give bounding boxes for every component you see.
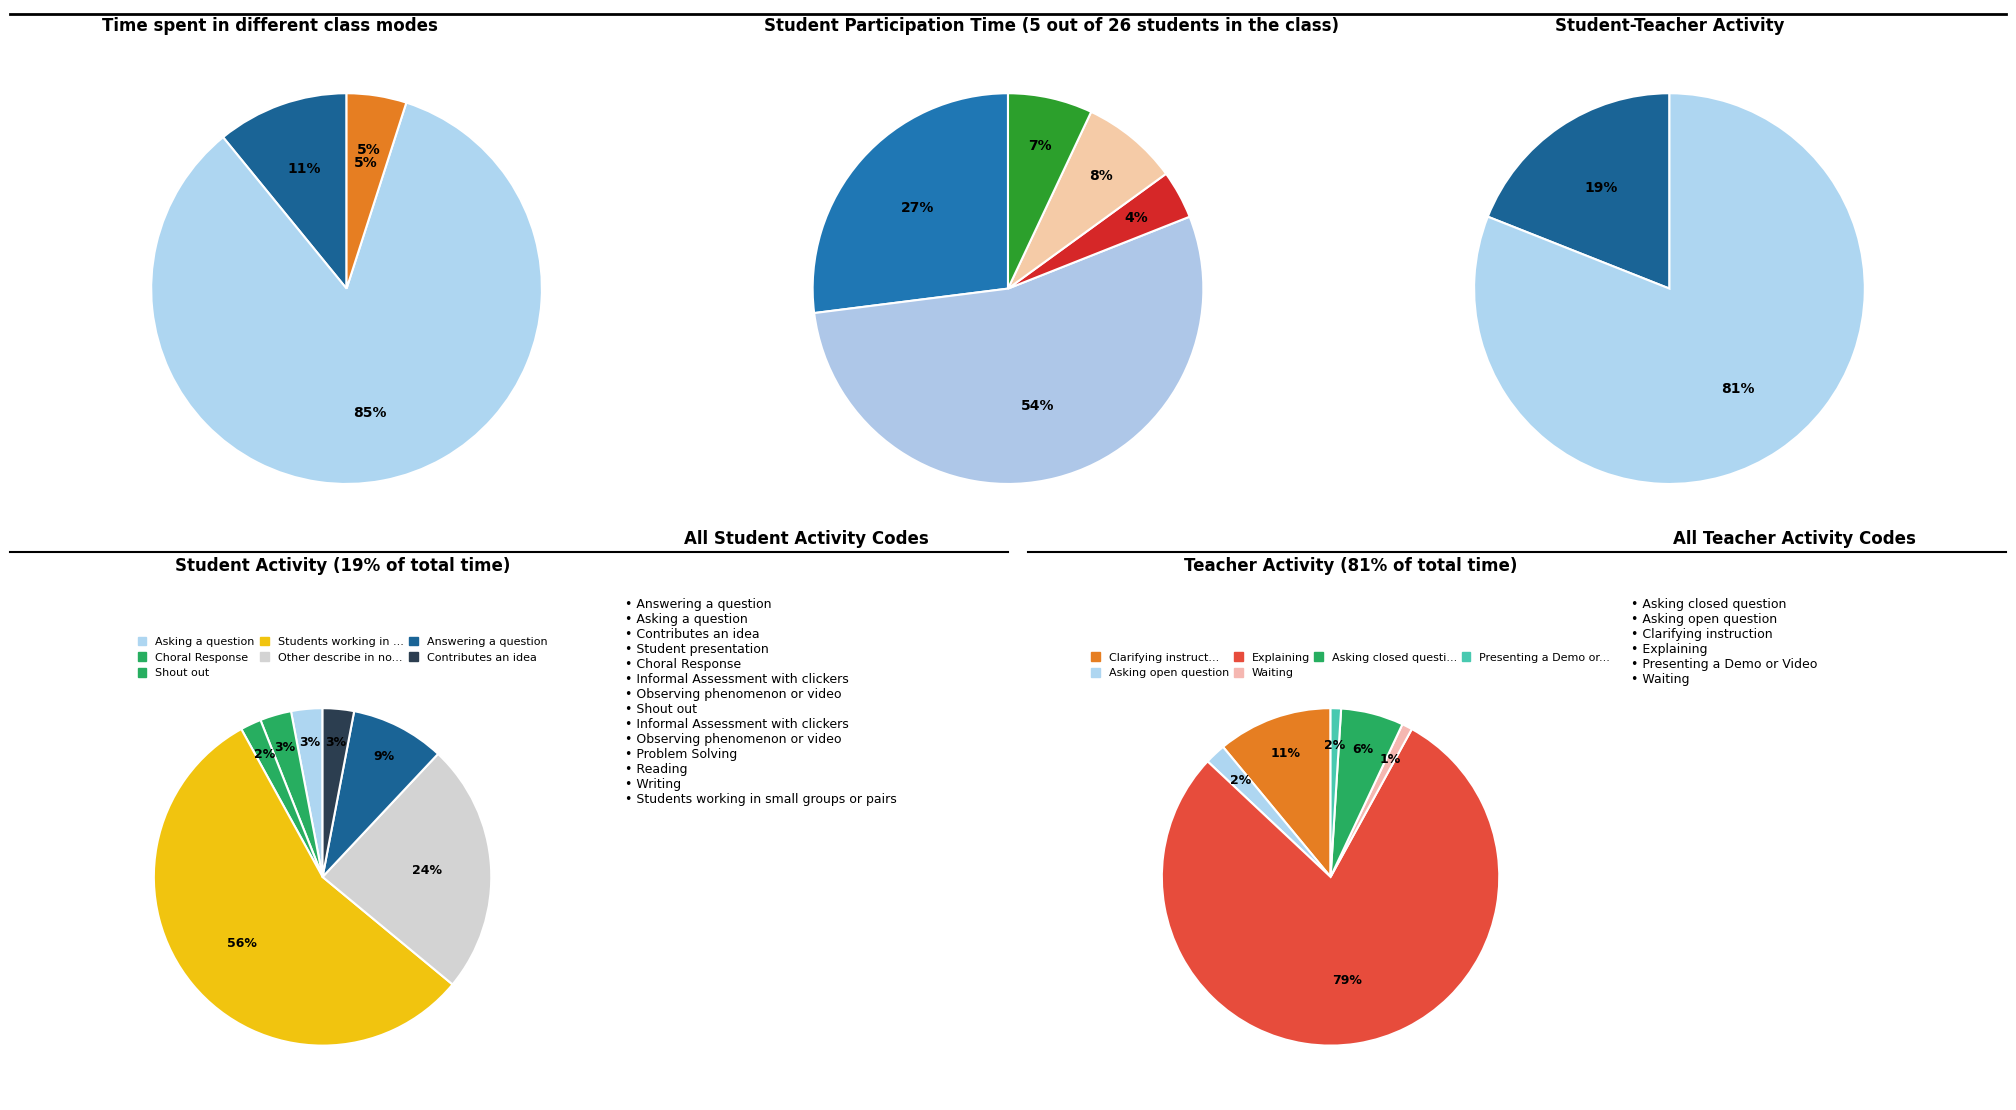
Text: 11%: 11% [1270,747,1300,759]
Text: 1%: 1% [1379,754,1401,766]
Wedge shape [1331,724,1411,877]
Wedge shape [347,93,407,289]
Wedge shape [153,729,452,1046]
Wedge shape [1488,93,1669,289]
Text: 24%: 24% [411,864,442,877]
Text: 7%: 7% [1028,139,1052,152]
Text: 4%: 4% [1125,211,1149,225]
Title: All Teacher Activity Codes: All Teacher Activity Codes [1673,529,1915,548]
Text: 5%: 5% [357,143,381,157]
Text: 81%: 81% [1722,382,1754,396]
Text: 27%: 27% [901,202,933,215]
Text: 9%: 9% [373,750,395,764]
Title: Student-Teacher Activity: Student-Teacher Activity [1554,17,1784,34]
Wedge shape [814,216,1204,484]
Text: • Answering a question
• Asking a question
• Contributes an idea
• Student prese: • Answering a question • Asking a questi… [625,597,897,806]
Wedge shape [1331,708,1341,877]
Text: 2%: 2% [1325,739,1345,751]
Text: 5%: 5% [355,157,379,170]
Text: 3%: 3% [325,736,347,749]
Wedge shape [1331,708,1403,877]
Wedge shape [1474,93,1865,484]
Wedge shape [260,712,323,877]
Wedge shape [1008,112,1165,289]
Text: Student Activity (19% of total time): Student Activity (19% of total time) [175,557,510,575]
Text: 11%: 11% [286,162,321,176]
Wedge shape [1161,729,1500,1046]
Text: 3%: 3% [298,736,321,749]
Text: Time spent in different class modes: Time spent in different class modes [103,17,437,34]
Wedge shape [323,712,437,877]
Wedge shape [323,708,355,877]
Wedge shape [1008,93,1091,289]
Text: 3%: 3% [274,740,296,754]
Wedge shape [151,102,542,484]
Wedge shape [290,708,323,877]
Wedge shape [1224,708,1331,877]
Wedge shape [1208,747,1331,877]
Text: 54%: 54% [1022,398,1054,413]
Text: 85%: 85% [353,406,387,421]
Wedge shape [1008,174,1189,289]
Text: 6%: 6% [1353,743,1373,756]
Text: 19%: 19% [1585,181,1619,195]
Wedge shape [812,93,1008,313]
Text: Teacher Activity (81% of total time): Teacher Activity (81% of total time) [1183,557,1518,575]
Wedge shape [224,93,347,289]
Text: 2%: 2% [254,748,276,761]
Wedge shape [323,754,492,985]
Text: • Asking closed question
• Asking open question
• Clarifying instruction
• Expla: • Asking closed question • Asking open q… [1631,597,1816,686]
Text: 79%: 79% [1333,973,1363,987]
Text: 56%: 56% [228,937,256,950]
Legend: Clarifying instruct..., Asking open question, Explaining, Waiting, Asking closed: Clarifying instruct..., Asking open ques… [1089,650,1613,680]
Text: 8%: 8% [1089,169,1113,183]
Text: Student Participation Time (5 out of 26 students in the class): Student Participation Time (5 out of 26 … [764,17,1339,34]
Text: 2%: 2% [1230,775,1252,787]
Title: All Student Activity Codes: All Student Activity Codes [683,529,929,548]
Legend: Asking a question, Choral Response, Shout out, Students working in ..., Other de: Asking a question, Choral Response, Shou… [135,635,550,680]
Wedge shape [242,720,323,877]
